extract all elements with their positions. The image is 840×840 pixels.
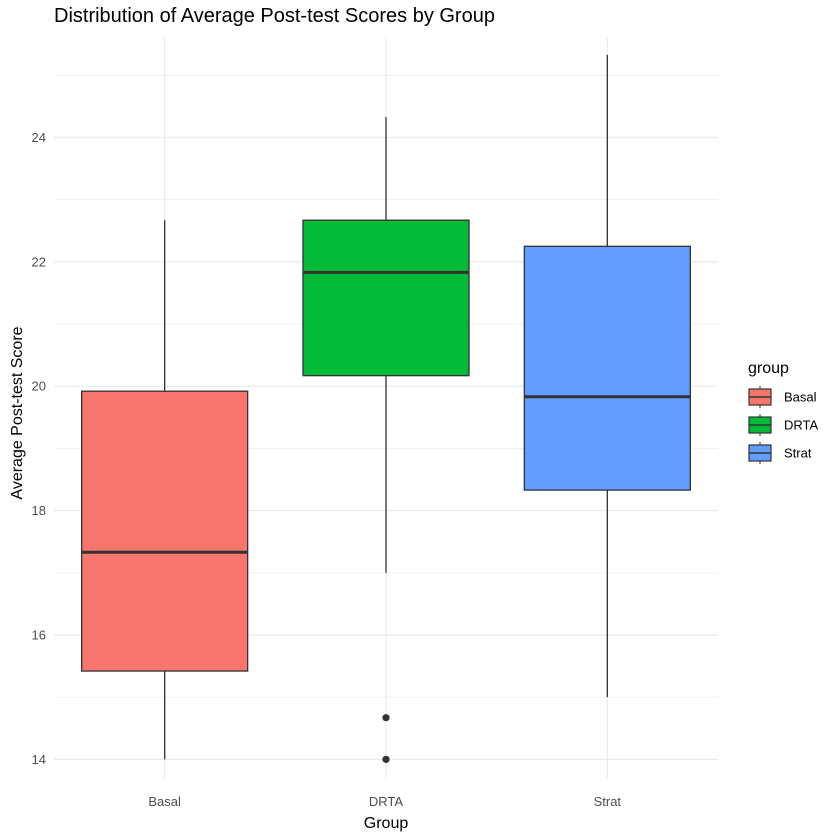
y-tick-label: 24 (32, 130, 46, 145)
legend-item-strat: Strat (748, 442, 812, 464)
x-tick-label: Basal (148, 794, 181, 809)
outlier-point (382, 714, 390, 722)
y-tick-label: 22 (32, 254, 46, 269)
y-tick-label: 18 (32, 503, 46, 518)
y-tick-label: 20 (32, 379, 46, 394)
legend-label: DRTA (784, 418, 819, 433)
legend: group Basal DRTA Strat (748, 360, 819, 464)
y-axis-title: Average Post-test Score (9, 326, 26, 499)
legend-item-basal: Basal (748, 386, 817, 408)
y-tick-label: 14 (32, 752, 46, 767)
legend-label: Basal (784, 390, 817, 405)
y-axis: 14 16 18 20 22 24 (32, 130, 46, 767)
chart-title: Distribution of Average Post-test Scores… (54, 5, 495, 27)
legend-item-drta: DRTA (748, 414, 819, 436)
y-tick-label: 16 (32, 627, 46, 642)
boxes (81, 54, 691, 763)
outlier-point (382, 755, 390, 763)
box-basal (81, 220, 249, 760)
box-strat (523, 54, 691, 698)
interquartile-box (523, 245, 691, 491)
x-axis: Basal DRTA Strat (148, 794, 621, 809)
x-axis-title: Group (364, 815, 409, 832)
box-drta (302, 116, 470, 763)
x-tick-label: DRTA (369, 794, 404, 809)
legend-title: group (748, 360, 789, 377)
interquartile-box (302, 219, 470, 377)
legend-label: Strat (784, 446, 812, 461)
interquartile-box (81, 390, 249, 672)
x-tick-label: Strat (594, 794, 622, 809)
